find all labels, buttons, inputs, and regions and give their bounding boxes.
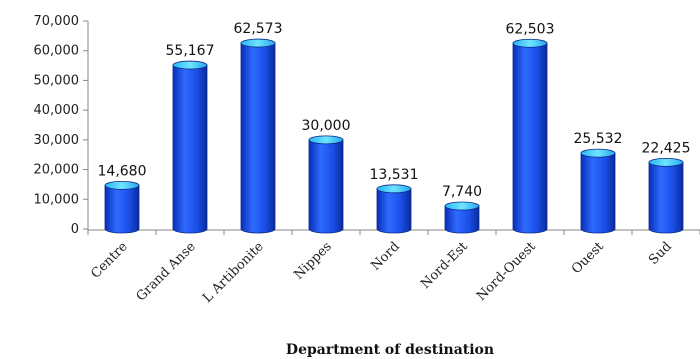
bar-body — [240, 42, 276, 234]
y-tick-label: 60,000 — [34, 44, 80, 59]
x-tick-label: Sud — [646, 239, 675, 268]
bar-body — [512, 42, 548, 234]
x-tick-label: Grand Anse — [134, 239, 199, 304]
x-tick-label: Nippes — [291, 239, 335, 283]
x-tick-label: Centre — [88, 239, 131, 282]
bar-body — [648, 161, 684, 234]
x-tick-label: Nord — [368, 239, 402, 273]
x-axis: Centre Grand Anse L Artibonite Nippes Nord No… — [87, 229, 700, 306]
bar — [308, 135, 344, 234]
bar — [104, 180, 140, 234]
data-labels: 14,680 55,167 62,573 30,000 13,531 7,740 62,50… — [98, 21, 691, 200]
data-label: 62,573 — [234, 21, 283, 37]
bar — [648, 157, 684, 234]
bar — [580, 148, 616, 234]
data-label: 7,740 — [442, 184, 482, 200]
y-tick-label: 30,000 — [34, 133, 80, 148]
bar-body — [308, 139, 344, 234]
bar-top — [308, 135, 344, 145]
data-label: 22,425 — [642, 140, 691, 156]
bar-top — [648, 157, 684, 167]
y-tick-label: 0 — [71, 222, 79, 237]
bar-top — [444, 201, 480, 211]
bar-top — [240, 38, 276, 48]
bar — [376, 184, 412, 234]
data-label: 25,532 — [574, 131, 623, 147]
bar — [512, 38, 548, 234]
bar-top — [104, 180, 140, 190]
data-label: 62,503 — [506, 21, 555, 37]
x-tick-label: Nord-Est — [418, 239, 471, 292]
bar — [240, 38, 276, 234]
bar-body — [172, 64, 208, 234]
bar-body — [444, 205, 480, 234]
y-tick-label: 70,000 — [34, 14, 80, 29]
x-tick-label: Ouest — [569, 239, 607, 277]
y-tick-label: 50,000 — [34, 73, 80, 88]
data-label: 13,531 — [370, 167, 419, 183]
bar-body — [104, 184, 140, 234]
x-axis-title: Department of destination — [286, 342, 494, 358]
x-tick-label: L Artibonite — [200, 239, 267, 306]
bar-top — [580, 148, 616, 158]
y-tick-label: 10,000 — [34, 192, 80, 207]
data-label: 55,167 — [166, 43, 215, 59]
bar-body — [580, 152, 616, 234]
bar — [172, 60, 208, 234]
bar-body — [376, 188, 412, 234]
bar — [444, 201, 480, 234]
bar-top — [512, 38, 548, 48]
y-tick-label: 20,000 — [34, 163, 80, 178]
bar-top — [172, 60, 208, 70]
data-label: 30,000 — [302, 118, 351, 134]
y-axis: 0 10,000 20,000 30,000 40,000 50,000 60,000 70,… — [34, 14, 89, 237]
data-label: 14,680 — [98, 163, 147, 179]
bars — [104, 38, 684, 234]
bar-top — [376, 184, 412, 194]
x-tick-label: Nord-Ouest — [474, 239, 539, 304]
y-tick-label: 40,000 — [34, 103, 80, 118]
